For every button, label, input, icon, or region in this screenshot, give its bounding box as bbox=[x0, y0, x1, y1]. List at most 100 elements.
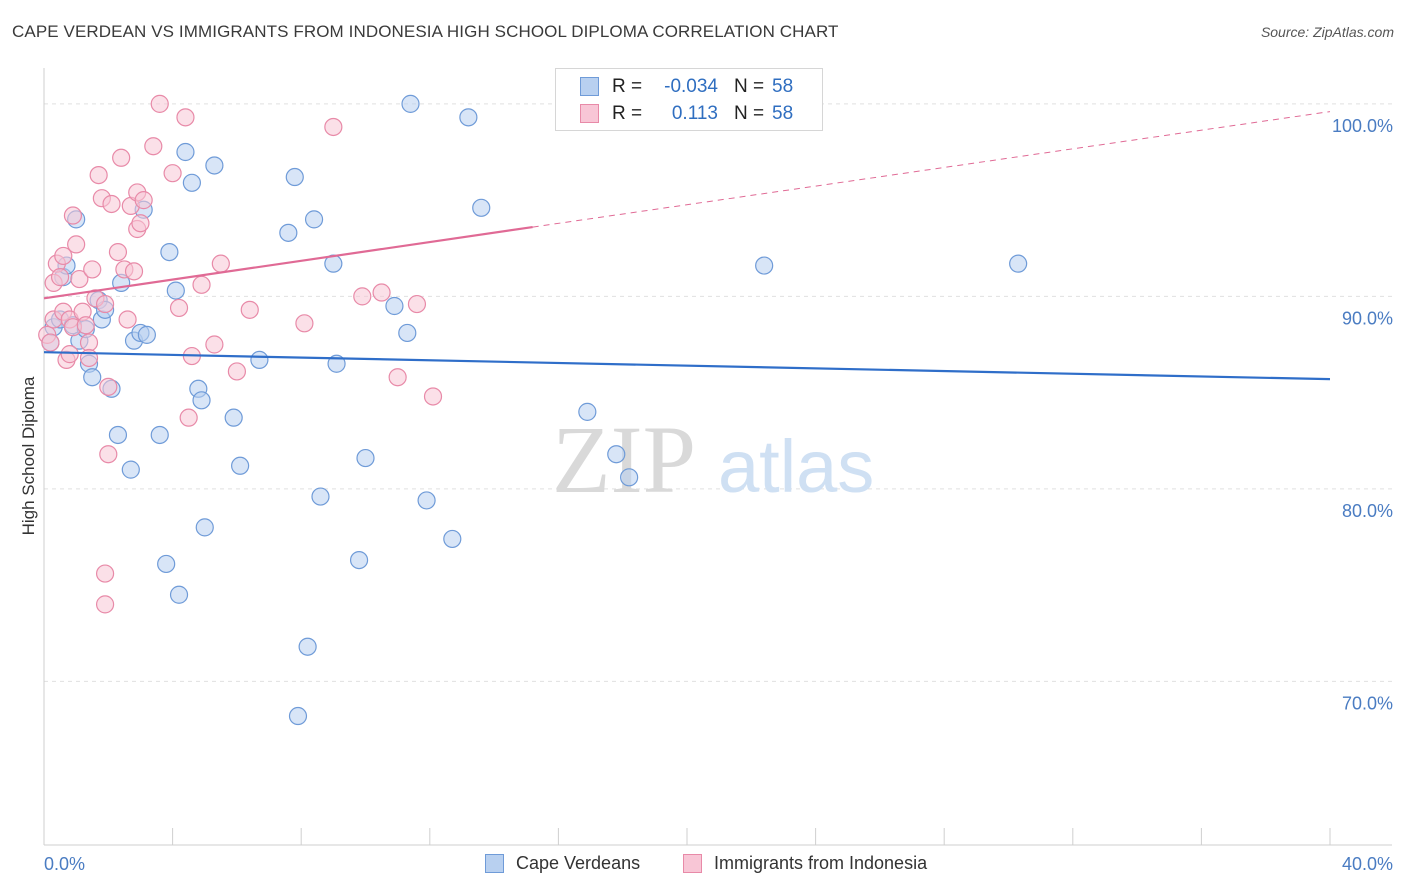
legend-n-value: 58 bbox=[772, 103, 794, 124]
indonesia-point bbox=[192, 275, 211, 294]
cape-verdean-point bbox=[231, 456, 250, 475]
trend-lines bbox=[43, 111, 1331, 381]
legend-r-value: 0.113 bbox=[671, 103, 718, 124]
indonesia-point bbox=[63, 206, 83, 225]
axes bbox=[43, 68, 1392, 846]
indonesia-point bbox=[169, 298, 189, 318]
cape-verdean-point bbox=[224, 408, 243, 427]
indonesia-point bbox=[407, 294, 427, 314]
y-axis-title: High School Diploma bbox=[19, 376, 38, 535]
indonesia-point bbox=[83, 260, 102, 279]
indonesia-point bbox=[99, 445, 118, 464]
trend-line-indonesia bbox=[532, 111, 1331, 228]
x-tick-label: 40.0% bbox=[1342, 854, 1393, 874]
cape-verdean-point bbox=[205, 156, 224, 175]
source-label: Source: ZipAtlas.com bbox=[1260, 24, 1394, 40]
indonesia-point bbox=[134, 191, 153, 210]
cape-verdean-point bbox=[298, 637, 317, 656]
indonesia-point bbox=[150, 94, 169, 113]
legend-label: Immigrants from Indonesia bbox=[714, 853, 928, 873]
cape-verdean-point bbox=[578, 402, 597, 421]
legend-row-cape-verdeans: R = -0.034 N = 58 bbox=[556, 74, 822, 100]
indonesia-point bbox=[102, 194, 121, 214]
indonesia-point bbox=[205, 335, 224, 354]
legend-swatch-blue bbox=[485, 854, 504, 873]
indonesia-point bbox=[372, 283, 391, 302]
watermark-atlas: atlas bbox=[718, 425, 874, 508]
cape-verdean-point bbox=[285, 167, 304, 187]
cape-verdean-point bbox=[385, 296, 404, 316]
cape-verdean-point bbox=[472, 198, 491, 217]
legend-r-value: -0.034 bbox=[664, 76, 718, 97]
indonesia-point bbox=[95, 564, 115, 583]
indonesia-point bbox=[295, 314, 314, 333]
cape-verdean-point bbox=[755, 256, 774, 275]
indonesia-point bbox=[227, 362, 246, 381]
cape-verdean-point bbox=[176, 142, 195, 162]
cape-verdean-point bbox=[166, 281, 185, 300]
cape-verdean-point bbox=[160, 243, 179, 262]
indonesia-point bbox=[76, 316, 95, 335]
indonesia-point bbox=[95, 294, 115, 314]
indonesia-point bbox=[89, 166, 108, 185]
indonesia-point bbox=[79, 333, 99, 352]
cape-verdean-point bbox=[398, 323, 417, 343]
cape-verdean-point bbox=[356, 448, 375, 468]
y-tick-labels: 100.0% 90.0% 80.0% 70.0% bbox=[1332, 116, 1393, 714]
indonesia-point bbox=[211, 254, 230, 273]
cape-verdean-point bbox=[169, 585, 189, 604]
indonesia-point bbox=[95, 595, 115, 614]
cape-verdean-point bbox=[157, 554, 176, 574]
watermark: ZIP atlas bbox=[552, 406, 874, 513]
trend-line-cape-verdeans bbox=[43, 351, 1331, 381]
cape-verdean-point bbox=[250, 350, 269, 369]
legend-row-indonesia: R = 0.113 N = 58 bbox=[556, 101, 822, 127]
indonesia-point bbox=[179, 408, 198, 427]
x-tick-labels: 0.0% 40.0% bbox=[44, 854, 1393, 874]
y-tick-label: 80.0% bbox=[1342, 501, 1393, 521]
y-tick-label: 90.0% bbox=[1342, 308, 1393, 328]
cape-verdean-point bbox=[83, 368, 102, 387]
indonesia-point bbox=[108, 243, 128, 262]
indonesia-point bbox=[176, 108, 195, 127]
cape-verdean-point bbox=[443, 529, 462, 549]
legend-swatch-pink bbox=[683, 854, 702, 873]
indonesia-point bbox=[67, 235, 86, 254]
grid-lines bbox=[44, 103, 1392, 682]
legend-n-value: 58 bbox=[772, 76, 794, 97]
y-tick-label: 100.0% bbox=[1332, 116, 1393, 136]
cape-verdean-point bbox=[288, 706, 308, 726]
cape-verdean-point bbox=[417, 491, 436, 510]
indonesia-point bbox=[70, 269, 89, 289]
indonesia-point bbox=[353, 287, 372, 306]
cape-verdean-point bbox=[1009, 254, 1028, 273]
legend-n-label: N = bbox=[734, 76, 765, 97]
legend-n-label: N = bbox=[734, 103, 765, 124]
cape-verdean-point bbox=[195, 518, 214, 537]
indonesia-point bbox=[144, 137, 163, 156]
indonesia-point bbox=[50, 268, 70, 287]
legend-swatch-blue bbox=[580, 77, 599, 96]
x-tick-label: 0.0% bbox=[44, 854, 85, 874]
cape-verdean-point bbox=[607, 445, 626, 464]
cape-verdean-point bbox=[121, 460, 140, 479]
watermark-zip: ZIP bbox=[552, 406, 696, 513]
indonesia-point bbox=[124, 262, 144, 281]
legend-r-label: R = bbox=[612, 103, 643, 124]
y-tick-label: 70.0% bbox=[1342, 693, 1393, 713]
cape-verdean-point bbox=[108, 425, 128, 445]
indonesia-point bbox=[60, 345, 79, 364]
indonesia-point bbox=[54, 246, 73, 266]
trend-line-indonesia bbox=[43, 225, 533, 300]
indonesia-point bbox=[240, 300, 259, 319]
legend-r-label: R = bbox=[612, 76, 643, 97]
indonesia-point bbox=[163, 164, 182, 183]
indonesia-point bbox=[423, 387, 443, 406]
cape-verdean-point bbox=[304, 210, 324, 229]
indonesia-point bbox=[131, 214, 150, 233]
data-points bbox=[38, 94, 1028, 726]
series-legend: Cape Verdeans Immigrants from Indonesia bbox=[0, 852, 1406, 876]
indonesia-point bbox=[118, 310, 137, 329]
cape-verdean-point bbox=[192, 391, 211, 410]
cape-verdean-point bbox=[137, 325, 156, 344]
